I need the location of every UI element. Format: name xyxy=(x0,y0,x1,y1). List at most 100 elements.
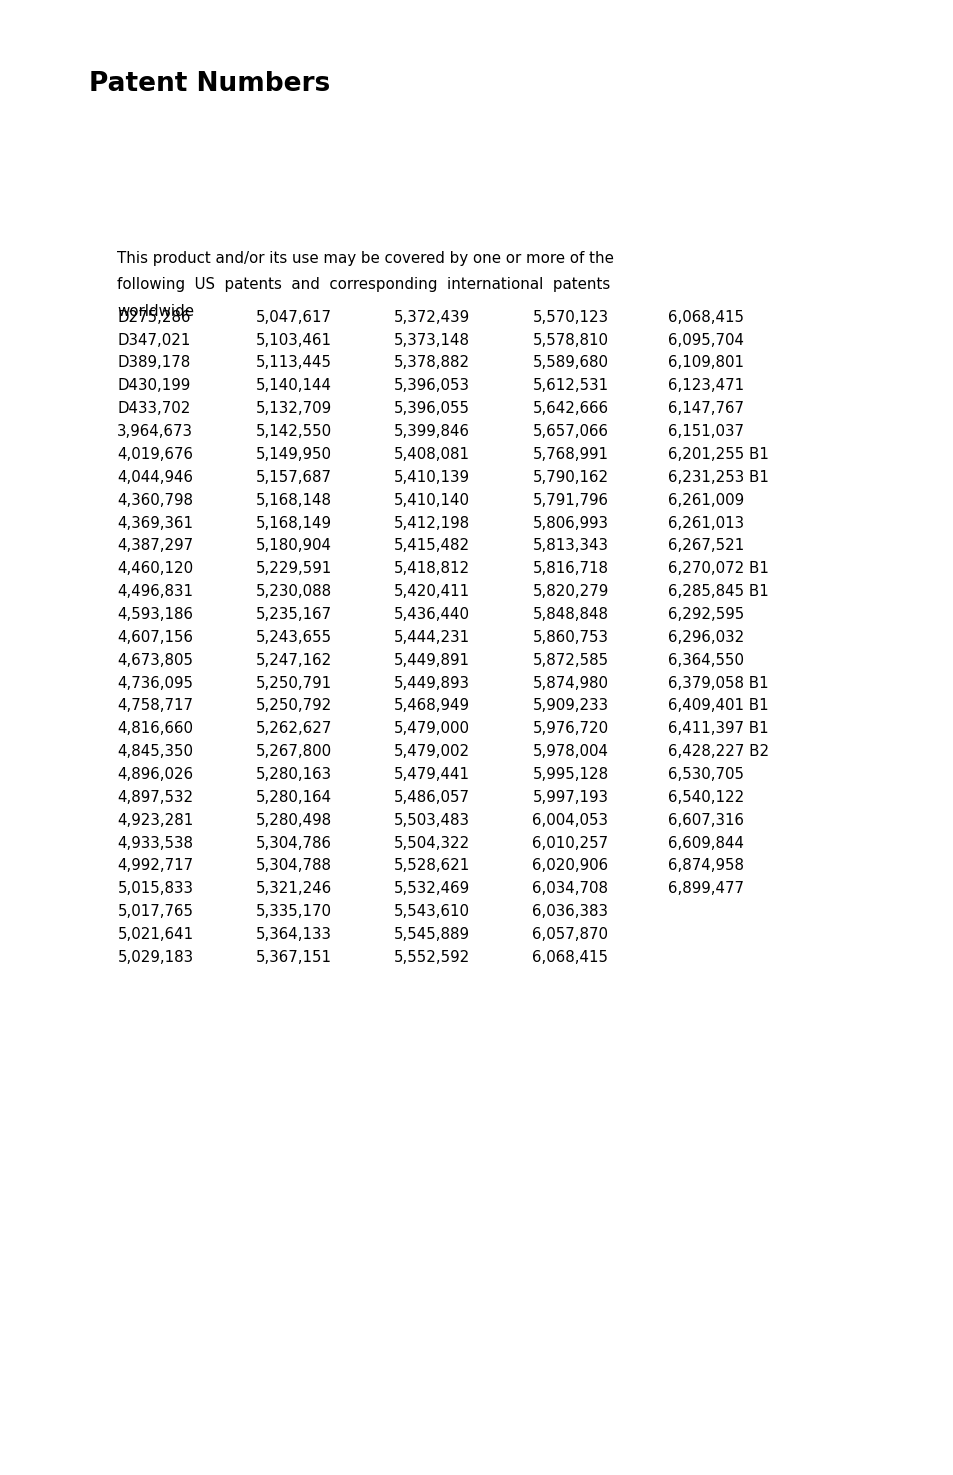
Text: 5,642,666: 5,642,666 xyxy=(532,401,608,416)
Text: 5,612,531: 5,612,531 xyxy=(532,378,608,394)
Text: 5,235,167: 5,235,167 xyxy=(255,608,332,622)
Text: 5,552,592: 5,552,592 xyxy=(394,950,470,965)
Text: 5,168,149: 5,168,149 xyxy=(255,515,332,531)
Text: 6,409,401 B1: 6,409,401 B1 xyxy=(667,699,767,714)
Text: 4,736,095: 4,736,095 xyxy=(117,676,193,690)
Text: 5,504,322: 5,504,322 xyxy=(394,835,470,851)
Text: 6,109,801: 6,109,801 xyxy=(667,355,743,370)
Text: 5,449,893: 5,449,893 xyxy=(394,676,470,690)
Text: 5,168,148: 5,168,148 xyxy=(255,493,332,507)
Text: 6,036,383: 6,036,383 xyxy=(532,904,608,919)
Text: This product and/or its use may be covered by one or more of the: This product and/or its use may be cover… xyxy=(117,251,614,266)
Text: 5,372,439: 5,372,439 xyxy=(394,310,470,324)
Text: 6,261,009: 6,261,009 xyxy=(667,493,743,507)
Text: 4,460,120: 4,460,120 xyxy=(117,560,193,577)
Text: 6,004,053: 6,004,053 xyxy=(532,813,608,827)
Text: 5,872,585: 5,872,585 xyxy=(532,652,608,668)
Text: 6,411,397 B1: 6,411,397 B1 xyxy=(667,721,767,736)
Text: 6,364,550: 6,364,550 xyxy=(667,652,743,668)
Text: 6,231,253 B1: 6,231,253 B1 xyxy=(667,469,768,485)
Text: 4,593,186: 4,593,186 xyxy=(117,608,193,622)
Text: D433,702: D433,702 xyxy=(117,401,191,416)
Text: 5,149,950: 5,149,950 xyxy=(255,447,332,462)
Text: 5,378,882: 5,378,882 xyxy=(394,355,470,370)
Text: 5,132,709: 5,132,709 xyxy=(255,401,332,416)
Text: 4,758,717: 4,758,717 xyxy=(117,699,193,714)
Text: 5,373,148: 5,373,148 xyxy=(394,332,470,348)
Text: 6,607,316: 6,607,316 xyxy=(667,813,743,827)
Text: 5,180,904: 5,180,904 xyxy=(255,538,332,553)
Text: 5,479,000: 5,479,000 xyxy=(394,721,470,736)
Text: 5,578,810: 5,578,810 xyxy=(532,332,608,348)
Text: 4,992,717: 4,992,717 xyxy=(117,858,193,873)
Text: 4,673,805: 4,673,805 xyxy=(117,652,193,668)
Text: 5,528,621: 5,528,621 xyxy=(394,858,470,873)
Text: 5,267,800: 5,267,800 xyxy=(255,743,332,760)
Text: 5,997,193: 5,997,193 xyxy=(532,789,608,805)
Text: 5,250,792: 5,250,792 xyxy=(255,699,332,714)
Text: Patent Numbers: Patent Numbers xyxy=(89,71,330,97)
Text: 4,845,350: 4,845,350 xyxy=(117,743,193,760)
Text: 5,570,123: 5,570,123 xyxy=(532,310,608,324)
Text: 6,010,257: 6,010,257 xyxy=(532,835,608,851)
Text: 6,270,072 B1: 6,270,072 B1 xyxy=(667,560,768,577)
Text: 6,296,032: 6,296,032 xyxy=(667,630,743,645)
Text: D389,178: D389,178 xyxy=(117,355,191,370)
Text: 4,896,026: 4,896,026 xyxy=(117,767,193,782)
Text: 5,029,183: 5,029,183 xyxy=(117,950,193,965)
Text: 6,068,415: 6,068,415 xyxy=(667,310,743,324)
Text: 5,280,163: 5,280,163 xyxy=(255,767,332,782)
Text: 5,017,765: 5,017,765 xyxy=(117,904,193,919)
Text: 5,280,498: 5,280,498 xyxy=(255,813,332,827)
Text: 6,068,415: 6,068,415 xyxy=(532,950,608,965)
Text: 5,304,788: 5,304,788 xyxy=(255,858,332,873)
Text: 3,964,673: 3,964,673 xyxy=(117,425,193,440)
Text: 6,147,767: 6,147,767 xyxy=(667,401,743,416)
Text: 5,415,482: 5,415,482 xyxy=(394,538,470,553)
Text: 6,151,037: 6,151,037 xyxy=(667,425,743,440)
Text: 5,250,791: 5,250,791 xyxy=(255,676,332,690)
Text: 5,367,151: 5,367,151 xyxy=(255,950,332,965)
Text: 5,015,833: 5,015,833 xyxy=(117,881,193,897)
Text: 6,057,870: 6,057,870 xyxy=(532,926,608,943)
Text: D275,286: D275,286 xyxy=(117,310,191,324)
Text: 5,978,004: 5,978,004 xyxy=(532,743,608,760)
Text: 5,532,469: 5,532,469 xyxy=(394,881,470,897)
Text: 5,410,140: 5,410,140 xyxy=(394,493,470,507)
Text: 5,909,233: 5,909,233 xyxy=(532,699,608,714)
Text: 5,657,066: 5,657,066 xyxy=(532,425,608,440)
Text: 5,021,641: 5,021,641 xyxy=(117,926,193,943)
Text: D347,021: D347,021 xyxy=(117,332,191,348)
Text: 5,860,753: 5,860,753 xyxy=(532,630,608,645)
Text: 4,369,361: 4,369,361 xyxy=(117,515,193,531)
Text: 5,820,279: 5,820,279 xyxy=(532,584,608,599)
Text: 5,468,949: 5,468,949 xyxy=(394,699,470,714)
Text: 5,399,846: 5,399,846 xyxy=(394,425,470,440)
Text: 6,379,058 B1: 6,379,058 B1 xyxy=(667,676,767,690)
Text: 5,113,445: 5,113,445 xyxy=(255,355,332,370)
Text: 5,816,718: 5,816,718 xyxy=(532,560,608,577)
Text: 6,020,906: 6,020,906 xyxy=(532,858,608,873)
Text: 5,321,246: 5,321,246 xyxy=(255,881,332,897)
Text: 5,444,231: 5,444,231 xyxy=(394,630,470,645)
Text: 5,047,617: 5,047,617 xyxy=(255,310,332,324)
Text: 4,019,676: 4,019,676 xyxy=(117,447,193,462)
Text: 4,933,538: 4,933,538 xyxy=(117,835,193,851)
Text: 6,874,958: 6,874,958 xyxy=(667,858,743,873)
Text: 5,157,687: 5,157,687 xyxy=(255,469,332,485)
Text: 5,545,889: 5,545,889 xyxy=(394,926,470,943)
Text: 5,262,627: 5,262,627 xyxy=(255,721,332,736)
Text: 5,436,440: 5,436,440 xyxy=(394,608,470,622)
Text: 6,540,122: 6,540,122 xyxy=(667,789,743,805)
Text: 4,387,297: 4,387,297 xyxy=(117,538,193,553)
Text: 4,897,532: 4,897,532 xyxy=(117,789,193,805)
Text: 5,420,411: 5,420,411 xyxy=(394,584,470,599)
Text: 5,103,461: 5,103,461 xyxy=(255,332,332,348)
Text: 5,791,796: 5,791,796 xyxy=(532,493,608,507)
Text: 5,418,812: 5,418,812 xyxy=(394,560,470,577)
Text: 5,479,002: 5,479,002 xyxy=(394,743,470,760)
Text: 4,044,946: 4,044,946 xyxy=(117,469,193,485)
Text: 5,790,162: 5,790,162 xyxy=(532,469,608,485)
Text: 5,243,655: 5,243,655 xyxy=(255,630,332,645)
Text: 5,813,343: 5,813,343 xyxy=(532,538,608,553)
